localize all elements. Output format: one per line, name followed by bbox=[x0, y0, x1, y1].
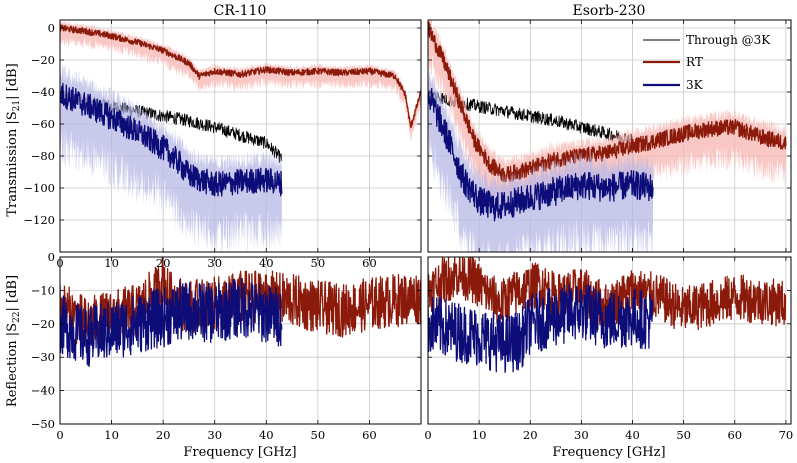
y-tick-label: 0 bbox=[48, 250, 55, 264]
series-rt bbox=[428, 21, 787, 183]
x-tick-label: 20 bbox=[156, 428, 171, 442]
legend-label-through: Through @3K bbox=[686, 33, 771, 47]
x-tick-label: 50 bbox=[676, 428, 691, 442]
legend-label-3k: 3K bbox=[686, 78, 704, 92]
axes-frame bbox=[427, 19, 792, 253]
y-tick-label: −60 bbox=[31, 117, 55, 131]
x-tick-label: 50 bbox=[311, 428, 326, 442]
ylabel-transmission: Transmission |S21| [dB] bbox=[5, 63, 22, 216]
xlabel-right: Frequency [GHz] bbox=[552, 445, 665, 460]
panel-title-cr110: CR-110 bbox=[214, 3, 267, 19]
panel-title-esorb230: Esorb-230 bbox=[573, 3, 646, 19]
y-tick-label: −50 bbox=[31, 417, 55, 431]
axes-frame bbox=[59, 256, 422, 425]
series-3k bbox=[428, 87, 654, 222]
x-tick-label: 60 bbox=[727, 428, 742, 442]
xlabel-left: Frequency [GHz] bbox=[183, 445, 296, 460]
legend-label-rt: RT bbox=[686, 55, 703, 69]
panel-top-right bbox=[427, 19, 792, 253]
axes-frame bbox=[59, 19, 422, 253]
x-tick-label: 0 bbox=[56, 428, 63, 442]
x-tick-label: 40 bbox=[259, 428, 274, 442]
series-3k bbox=[60, 277, 283, 367]
x-tick-label: 30 bbox=[574, 428, 589, 442]
x-tick-label: 70 bbox=[779, 428, 794, 442]
ylabel-reflection: Reflection |S22| [dB] bbox=[5, 275, 22, 407]
series-rt bbox=[60, 24, 421, 129]
axes-frame bbox=[427, 256, 792, 425]
y-tick-label: −30 bbox=[31, 350, 55, 364]
y-tick-label: −80 bbox=[31, 149, 55, 163]
series-3k bbox=[428, 284, 654, 374]
series-3k bbox=[60, 82, 283, 197]
y-tick-label: −40 bbox=[31, 384, 55, 398]
plot-area bbox=[60, 257, 421, 367]
y-tick-label: −20 bbox=[31, 53, 55, 67]
plot-area bbox=[428, 257, 787, 374]
y-tick-label: −120 bbox=[23, 213, 55, 227]
x-tick-label: 10 bbox=[104, 428, 119, 442]
x-tick-label: 20 bbox=[523, 428, 538, 442]
y-tick-label: −40 bbox=[31, 85, 55, 99]
x-tick-label: 0 bbox=[424, 428, 431, 442]
plot-area bbox=[428, 20, 787, 252]
y-tick-label: −20 bbox=[31, 317, 55, 331]
x-tick-label: 30 bbox=[207, 428, 222, 442]
legend: Through @3K RT 3K bbox=[643, 33, 771, 92]
x-tick-label: 40 bbox=[625, 428, 640, 442]
y-tick-label: −10 bbox=[31, 283, 55, 297]
x-tick-label: 60 bbox=[362, 428, 377, 442]
y-tick-label: 0 bbox=[48, 21, 55, 35]
plot-area bbox=[60, 20, 421, 252]
panel-bottom-left: 0 10 20 30 40 50 60 0 −10 −20 −30 −40 −50 bbox=[31, 250, 422, 442]
x-tick-label: 10 bbox=[472, 428, 487, 442]
y-tick-label: −100 bbox=[23, 181, 55, 195]
panel-bottom-right: 0 10 20 30 40 50 60 70 bbox=[424, 256, 794, 442]
panel-top-left: 0 10 20 30 40 50 600−20−40−60−80−100−120 bbox=[23, 19, 422, 270]
band-rt bbox=[60, 20, 421, 141]
